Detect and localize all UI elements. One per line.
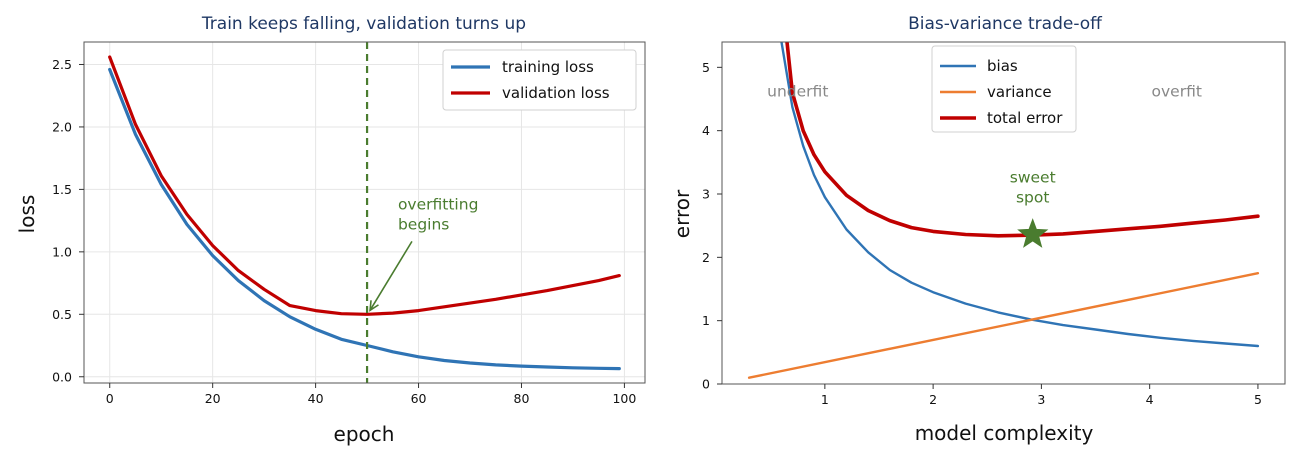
legend-label-total-error: total error (987, 109, 1063, 127)
chart-loss: Train keeps falling, validation turns up… (15, 14, 646, 446)
ticks: 1 2 3 4 5 0 1 2 3 4 5 (702, 60, 1262, 407)
series-line-bias (780, 42, 1260, 348)
x-tick-label: 100 (612, 391, 636, 406)
x-tick-label: 60 (411, 391, 427, 406)
x-tick-label: 3 (1037, 392, 1045, 407)
chart-title: Train keeps falling, validation turns up (201, 14, 526, 34)
x-tick-label: 80 (514, 391, 530, 406)
y-axis-label: loss (15, 195, 39, 234)
y-tick-label: 2.5 (52, 57, 72, 72)
x-tick-label: 40 (308, 391, 324, 406)
sweet-spot-star (1017, 218, 1049, 248)
x-axis-label: epoch (334, 422, 395, 446)
x-axis-label: model complexity (915, 421, 1094, 445)
legend: training loss validation loss (442, 49, 637, 111)
plot-area (108, 42, 621, 383)
legend: bias variance total error (931, 45, 1077, 133)
sweet-spot-label: sweet (1010, 169, 1056, 187)
legend-box (931, 45, 1077, 133)
x-tick-label: 2 (929, 392, 937, 407)
annotation: overfitting begins (369, 195, 478, 312)
x-tick-label: 4 (1146, 392, 1154, 407)
legend-box (442, 49, 637, 111)
y-tick-label: 0 (702, 377, 710, 392)
legend-label-variance: variance (987, 83, 1052, 101)
y-tick-label: 1.5 (52, 182, 72, 197)
x-tick-label: 20 (205, 391, 221, 406)
annotation-text: begins (398, 215, 449, 233)
y-tick-label: 4 (702, 123, 710, 138)
y-axis-label: error (670, 189, 694, 238)
y-tick-label: 5 (702, 60, 710, 75)
chart-title: Bias-variance trade-off (908, 14, 1103, 34)
region-label-underfit: underfit (767, 82, 828, 100)
sweet-spot-label: spot (1016, 189, 1049, 207)
region-label-overfit: overfit (1152, 82, 1202, 100)
series-line-variance (747, 272, 1260, 379)
series-line-training-loss (108, 67, 621, 371)
legend-label-bias: bias (987, 57, 1018, 75)
x-tick-label: 1 (821, 392, 829, 407)
x-tick-label: 5 (1254, 392, 1262, 407)
y-tick-label: 2.0 (52, 119, 72, 134)
y-tick-label: 2 (702, 250, 710, 265)
series-line-total-error (785, 42, 1260, 238)
y-tick-label: 1 (702, 313, 710, 328)
y-tick-label: 0.0 (52, 369, 72, 384)
legend-label-validation-loss: validation loss (502, 84, 610, 102)
y-tick-label: 3 (702, 187, 710, 202)
y-tick-label: 0.5 (52, 307, 72, 322)
y-tick-label: 1.0 (52, 244, 72, 259)
axes-frame (83, 41, 646, 384)
annotation-arrowhead (369, 300, 379, 312)
chart-bias-variance: Bias-variance trade-off 1 2 3 4 5 0 1 2 3 4 5 mode… (670, 14, 1286, 445)
region-labels: underfit overfit sweet spot (767, 82, 1202, 248)
x-tick-label: 0 (106, 391, 114, 406)
axes-frame (721, 41, 1286, 385)
annotation-arrow (369, 240, 413, 311)
series-line-validation-loss (108, 55, 621, 316)
legend-label-training-loss: training loss (502, 58, 594, 76)
annotation-text: overfitting (398, 195, 478, 213)
ticks: 0 20 40 60 80 100 0.0 0.5 1.0 1.5 2.0 2.5 (52, 57, 636, 406)
plot-area (747, 42, 1260, 379)
